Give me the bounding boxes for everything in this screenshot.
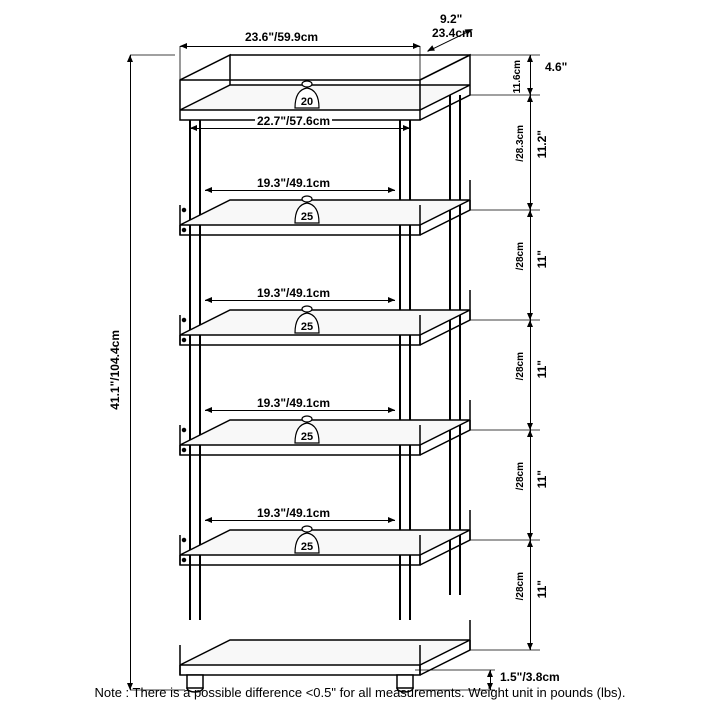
dim-depth-cm: 23.4cm [432, 26, 473, 40]
dim-gap-cm: /28cm [515, 572, 526, 600]
weight-icon: 25 [290, 303, 324, 337]
dim-overall-height: 41.1"/104.4cm [108, 330, 122, 410]
weight-value: 25 [290, 541, 324, 553]
dim-shelf-w: 19.3"/49.1cm [255, 176, 332, 190]
dim-arrow [205, 300, 395, 301]
dim-gap-top-cm: /28.3cm [515, 125, 526, 162]
weight-value: 25 [290, 321, 324, 333]
footnote: Note : There is a possible difference <0… [0, 685, 720, 700]
dim-gap-cm: /28cm [515, 352, 526, 380]
dim-arrow [205, 410, 395, 411]
weight-icon: 20 [290, 78, 324, 112]
dim-gap-cm: /28cm [515, 242, 526, 270]
dim-shelf-w: 19.3"/49.1cm [255, 396, 332, 410]
dim-arrow [530, 430, 531, 540]
dim-top-rail-cm: 11.6cm [512, 60, 523, 93]
dim-shelf-w: 19.3"/49.1cm [255, 286, 332, 300]
dim-inner-top: 22.7"/57.6cm [255, 114, 332, 128]
dim-arrow [530, 55, 531, 95]
dim-gap-in: 11" [535, 360, 549, 378]
dim-arrow [180, 46, 420, 47]
dim-arrow [190, 128, 410, 129]
dim-gap-in: 11" [535, 250, 549, 268]
dim-arrow [530, 95, 531, 210]
dim-overall-width: 23.6"/59.9cm [245, 30, 318, 44]
weight-value: 20 [290, 96, 324, 108]
weight-icon: 25 [290, 193, 324, 227]
weight-value: 25 [290, 211, 324, 223]
dim-arrow [205, 190, 395, 191]
dim-arrow [530, 210, 531, 320]
dim-shelf-w: 19.3"/49.1cm [255, 506, 332, 520]
dim-arrow [530, 540, 531, 650]
dim-gap-in: 11" [535, 470, 549, 488]
weight-icon: 25 [290, 523, 324, 557]
dim-arrow [205, 520, 395, 521]
dim-arrow [130, 55, 131, 690]
dim-gap-in: 11" [535, 580, 549, 598]
weight-value: 25 [290, 431, 324, 443]
dim-gap-top-in: 11.2" [535, 130, 549, 158]
dim-gap-cm: /28cm [515, 462, 526, 490]
dim-foot: 1.5"/3.8cm [500, 670, 560, 684]
dim-depth-in: 9.2" [440, 12, 462, 26]
dim-arrow [530, 320, 531, 430]
weight-icon: 25 [290, 413, 324, 447]
dim-top-rail-in: 4.6" [545, 60, 567, 74]
